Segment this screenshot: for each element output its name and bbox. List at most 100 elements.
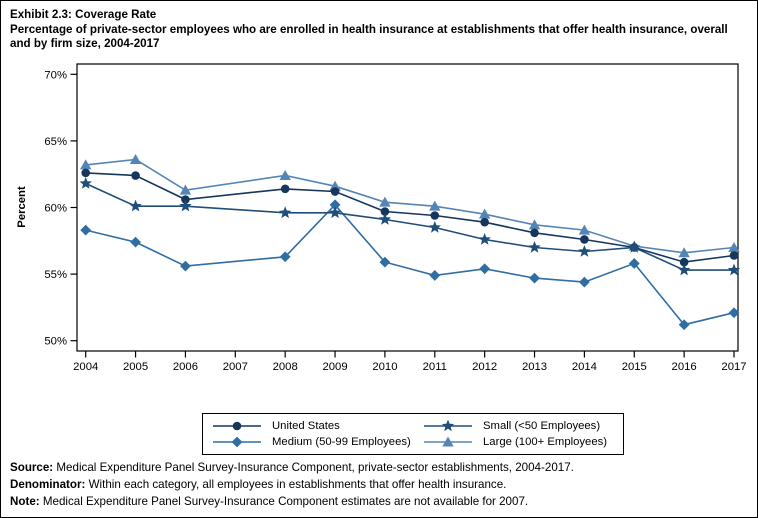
data-point-marker: [129, 154, 142, 165]
large-firm-marker-icon: [424, 436, 472, 447]
source-line: Source: Medical Expenditure Panel Survey…: [10, 459, 574, 476]
legend-item-large: Large (100+ Employees): [422, 434, 615, 450]
data-point-marker: [231, 436, 243, 448]
data-point-marker: [179, 184, 192, 195]
x-tick-label: 2007: [223, 361, 248, 373]
data-point-marker: [130, 236, 141, 248]
footnotes: Source: Medical Expenditure Panel Survey…: [10, 459, 574, 510]
data-point-marker: [628, 240, 641, 253]
y-axis-title: Percent: [16, 186, 28, 228]
data-point-marker: [578, 244, 591, 257]
data-point-marker: [478, 208, 491, 219]
data-point-marker: [279, 206, 292, 219]
y-tick-label: 65%: [44, 136, 67, 148]
legend-item-small: Small (<50 Employees): [422, 418, 615, 434]
data-point-marker: [129, 199, 142, 212]
x-tick-label: 2004: [73, 361, 98, 373]
data-point-marker: [181, 195, 190, 204]
data-point-marker: [429, 270, 441, 281]
small-firm-marker-icon: [424, 419, 472, 432]
medium-firm-marker-icon: [213, 436, 261, 448]
data-point-marker: [279, 170, 291, 181]
x-axis: 2004 2005 2006 2007 2008 2009 2010 2011 2012 2013…: [73, 351, 747, 373]
x-tick-label: 2015: [622, 361, 647, 373]
x-tick-label: 2017: [721, 361, 746, 373]
data-point-marker: [442, 436, 454, 447]
legend-item-united-states: United States: [211, 418, 422, 434]
data-point-marker: [441, 419, 455, 432]
data-point-marker: [479, 263, 491, 275]
series-circle: [81, 168, 739, 267]
data-point-marker: [679, 257, 689, 267]
data-point-marker: [678, 319, 690, 331]
data-point-marker: [478, 232, 491, 245]
data-point-marker: [530, 228, 539, 238]
y-tick-label: 55%: [44, 269, 67, 281]
data-point-marker: [429, 200, 441, 211]
data-point-marker: [279, 251, 291, 263]
note-line: Note: Medical Expenditure Panel Survey-I…: [10, 493, 574, 510]
data-point-marker: [80, 159, 92, 170]
data-point-marker: [677, 263, 691, 276]
x-tick-label: 2016: [672, 361, 697, 373]
data-point-marker: [727, 263, 741, 276]
source-label: Source:: [10, 461, 54, 474]
data-point-marker: [330, 187, 340, 196]
data-point-marker: [729, 251, 739, 260]
note-text: Medical Expenditure Panel Survey-Insuran…: [39, 495, 529, 509]
x-tick-label: 2009: [322, 361, 347, 373]
data-point-marker: [379, 196, 391, 207]
data-point-marker: [179, 199, 192, 212]
data-point-marker: [578, 224, 591, 235]
x-tick-label: 2011: [423, 361, 447, 373]
legend-label: Large (100+ Employees): [483, 436, 608, 448]
chart-subtitle: Percentage of private-sector employees w…: [10, 22, 728, 51]
source-text: Medical Expenditure Panel Survey-Insuran…: [53, 461, 574, 474]
data-point-marker: [79, 177, 92, 189]
legend-label: Small (<50 Employees): [483, 420, 601, 432]
data-point-marker: [329, 199, 341, 211]
data-point-marker: [728, 307, 740, 319]
data-point-marker: [131, 171, 140, 180]
x-tick-label: 2010: [372, 361, 397, 373]
data-point-marker: [430, 211, 440, 220]
legend-item-medium: Medium (50-99 Employees): [211, 434, 422, 450]
data-point-marker: [428, 220, 441, 233]
series-diamond: [80, 199, 740, 331]
data-point-marker: [379, 256, 391, 268]
x-tick-label: 2008: [273, 361, 298, 373]
series-star: [79, 177, 741, 276]
y-axis: 50% 55% 60% 65% 70% Percent: [16, 69, 77, 348]
data-point-marker: [578, 276, 590, 288]
data-point-marker: [480, 217, 489, 227]
note-label: Note:: [10, 495, 40, 509]
x-tick-label: 2012: [472, 361, 497, 373]
y-tick-label: 70%: [44, 69, 67, 81]
chart-title-block: Exhibit 2.3: Coverage Rate Percentage of…: [10, 8, 734, 52]
data-point-marker: [528, 240, 541, 253]
data-point-marker: [329, 180, 341, 191]
denominator-text: Within each category, all employees in e…: [85, 478, 507, 492]
legend-label: United States: [272, 420, 340, 432]
data-point-marker: [232, 421, 242, 431]
united-states-marker-icon: [213, 421, 261, 431]
data-point-marker: [380, 207, 390, 216]
data-point-marker: [528, 219, 541, 230]
data-point-marker: [628, 258, 640, 269]
chart-title: Exhibit 2.3: Coverage Rate: [10, 8, 157, 21]
data-point-marker: [180, 260, 191, 272]
data-point-marker: [80, 224, 92, 236]
x-tick-label: 2014: [572, 361, 597, 373]
data-point-marker: [580, 235, 589, 244]
x-tick-label: 2006: [173, 361, 198, 373]
data-point-marker: [81, 168, 90, 178]
y-tick-label: 60%: [44, 203, 67, 215]
x-tick-label: 2013: [522, 361, 547, 373]
denominator-line: Denominator: Within each category, all e…: [10, 476, 574, 493]
data-point-marker: [378, 212, 392, 225]
data-point-marker: [678, 247, 690, 258]
data-point-marker: [728, 241, 740, 252]
data-point-marker: [280, 184, 290, 194]
